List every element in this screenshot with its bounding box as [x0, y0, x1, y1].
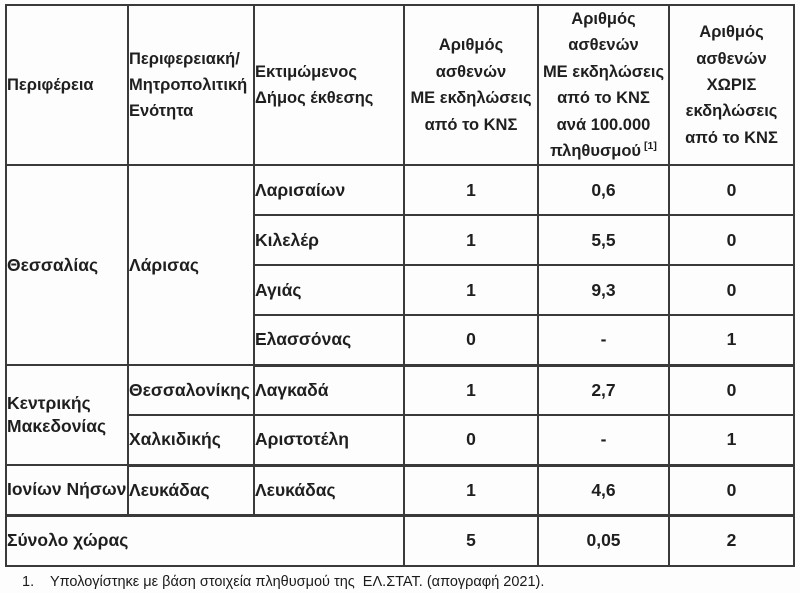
footnote: 1. Υπολογίστηκε με βάση στοιχεία πληθυσμ… [22, 574, 545, 590]
column-header-with-cns: Αριθμός ασθενών ΜΕ εκδηλώσεις από το ΚΝΣ [403, 3, 539, 167]
table-row: Ελασσόνας 0 - 1 [6, 314, 795, 367]
value-with-cns: 1 [403, 164, 539, 217]
table-row: Ιονίων Νήσων Λευκάδας Λευκάδας 1 4,6 0 [5, 464, 795, 517]
cell-municipality: Λευκάδας [253, 464, 405, 517]
value-with-cns: 1 [403, 464, 539, 517]
total-label: Σύνολο χώρας [5, 514, 405, 568]
value-with-cns: 1 [403, 214, 539, 267]
cell-unit: Χαλκιδικής [127, 414, 255, 467]
value-per-100k: 2,7 [537, 364, 670, 417]
table-row: Θεσσαλίας Λάρισας Λαρισαίων 1 0,6 0 [5, 164, 795, 367]
value-per-100k: - [537, 314, 670, 367]
value-without-cns: 1 [668, 314, 795, 367]
value-with-cns: 1 [403, 364, 539, 417]
cell-municipality: Λαγκαδά [253, 364, 405, 417]
value-without-cns: 0 [668, 364, 795, 417]
column-header-without-cns: Αριθμός ασθενών ΧΩΡΙΣ εκδηλώσεις από το … [668, 3, 795, 167]
value-without-cns: 0 [668, 164, 795, 217]
value-without-cns: 1 [668, 414, 795, 467]
table-row: Χαλκιδικής Αριστοτέλη 0 - 1 [6, 414, 795, 467]
total-with-cns: 5 [403, 514, 539, 568]
value-per-100k: 4,6 [537, 464, 670, 517]
column-header-municipality: Εκτιμώμενος Δήμος έκθεσης [253, 3, 405, 167]
cell-region: Κεντρικής Μακεδονίας [5, 364, 129, 467]
table-row: Κιλελέρ 1 5,5 0 [6, 214, 795, 267]
footnote-marker: [1] [644, 140, 657, 153]
header-row: Περιφέρεια Περιφερειακή/ Μητροπολιτική Ε… [5, 3, 795, 167]
cell-unit: Θεσσαλονίκης [127, 364, 255, 417]
cell-municipality: Ελασσόνας [253, 314, 405, 367]
cell-unit: Λευκάδας [127, 464, 255, 517]
cell-region: Ιονίων Νήσων [5, 464, 129, 517]
total-per-100k: 0,05 [537, 514, 670, 568]
cell-municipality: Κιλελέρ [253, 214, 405, 267]
value-with-cns: 1 [403, 264, 539, 317]
cns-cases-table: Περιφέρεια Περιφερειακή/ Μητροπολιτική Ε… [5, 3, 795, 568]
value-per-100k: 0,6 [537, 164, 670, 217]
total-row: Σύνολο χώρας 5 0,05 2 [5, 514, 795, 568]
value-per-100k: - [537, 414, 670, 467]
value-with-cns: 0 [403, 314, 539, 367]
value-without-cns: 0 [668, 264, 795, 317]
table-row: Κεντρικής Μακεδονίας Θεσσαλονίκης Λαγκαδ… [5, 364, 795, 467]
value-per-100k: 5,5 [537, 214, 670, 267]
cell-region: Θεσσαλίας [5, 164, 129, 367]
cell-unit: Λάρισας [127, 164, 255, 367]
table-row: Αγιάς 1 9,3 0 [6, 264, 795, 317]
cell-municipality: Αριστοτέλη [253, 414, 405, 467]
column-header-unit: Περιφερειακή/ Μητροπολιτική Ενότητα [127, 3, 255, 167]
cell-municipality: Αγιάς [253, 264, 405, 317]
column-header-region: Περιφέρεια [5, 3, 129, 167]
total-without-cns: 2 [668, 514, 795, 568]
value-without-cns: 0 [668, 464, 795, 517]
value-per-100k: 9,3 [537, 264, 670, 317]
value-with-cns: 0 [403, 414, 539, 467]
header-per-100k-text: Αριθμός ασθενών ΜΕ εκδηλώσεις από το ΚΝΣ… [542, 10, 665, 160]
column-header-per-100k: Αριθμός ασθενών ΜΕ εκδηλώσεις από το ΚΝΣ… [537, 3, 670, 167]
value-without-cns: 0 [668, 214, 795, 267]
cell-municipality: Λαρισαίων [253, 164, 405, 217]
